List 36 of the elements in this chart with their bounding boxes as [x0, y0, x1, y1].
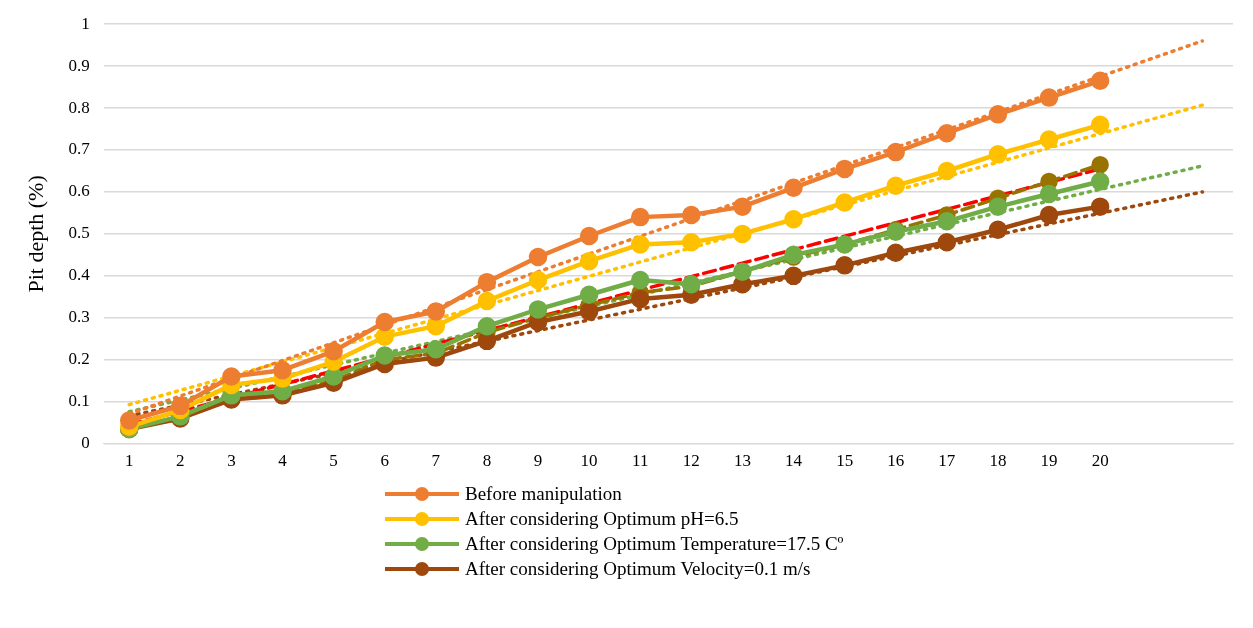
legend-label: After considering Optimum pH=6.5 — [465, 507, 739, 531]
y-tick-label: 0.2 — [68, 349, 90, 369]
x-tick-label: 20 — [1091, 451, 1109, 471]
x-tick-label: 1 — [124, 451, 134, 471]
x-tick-label: 13 — [733, 451, 751, 471]
legend-label: After considering Optimum Temperature=17.5 Cº — [465, 532, 844, 556]
x-tick-label: 19 — [1040, 451, 1058, 471]
y-tick-label: 0 — [81, 433, 90, 453]
y-tick-label: 1 — [81, 13, 90, 33]
y-tick-label: 0.8 — [68, 97, 90, 117]
x-tick-label: 18 — [989, 451, 1007, 471]
legend-label: Before manipulation — [465, 482, 622, 506]
x-tick-label: 11 — [632, 451, 649, 471]
x-tick-label: 8 — [482, 451, 492, 471]
x-tick-label: 7 — [431, 451, 441, 471]
x-tick-label: 16 — [887, 451, 905, 471]
x-tick-label: 9 — [533, 451, 543, 471]
y-tick-label: 0.9 — [68, 55, 90, 75]
x-tick-label: 14 — [785, 451, 803, 471]
x-tick-label: 17 — [938, 451, 956, 471]
x-tick-label: 10 — [580, 451, 598, 471]
y-tick-label: 0.6 — [68, 181, 90, 201]
x-tick-label: 12 — [682, 451, 700, 471]
x-tick-label: 15 — [836, 451, 854, 471]
x-tick-label: 6 — [380, 451, 389, 471]
y-axis-title: Pit depth (%) — [22, 175, 48, 293]
x-tick-label: 4 — [278, 451, 288, 471]
y-tick-label: 0.3 — [68, 307, 90, 327]
x-tick-label: 3 — [227, 451, 236, 471]
y-tick-label: 0.4 — [68, 265, 91, 285]
y-tick-label: 0.5 — [68, 223, 90, 243]
y-tick-label: 0.1 — [68, 391, 90, 411]
x-tick-label: 2 — [176, 451, 185, 471]
legend-label: After considering Optimum Velocity=0.1 m/s — [465, 557, 811, 581]
y-tick-label: 0.7 — [68, 139, 91, 159]
x-tick-label: 5 — [329, 451, 338, 471]
